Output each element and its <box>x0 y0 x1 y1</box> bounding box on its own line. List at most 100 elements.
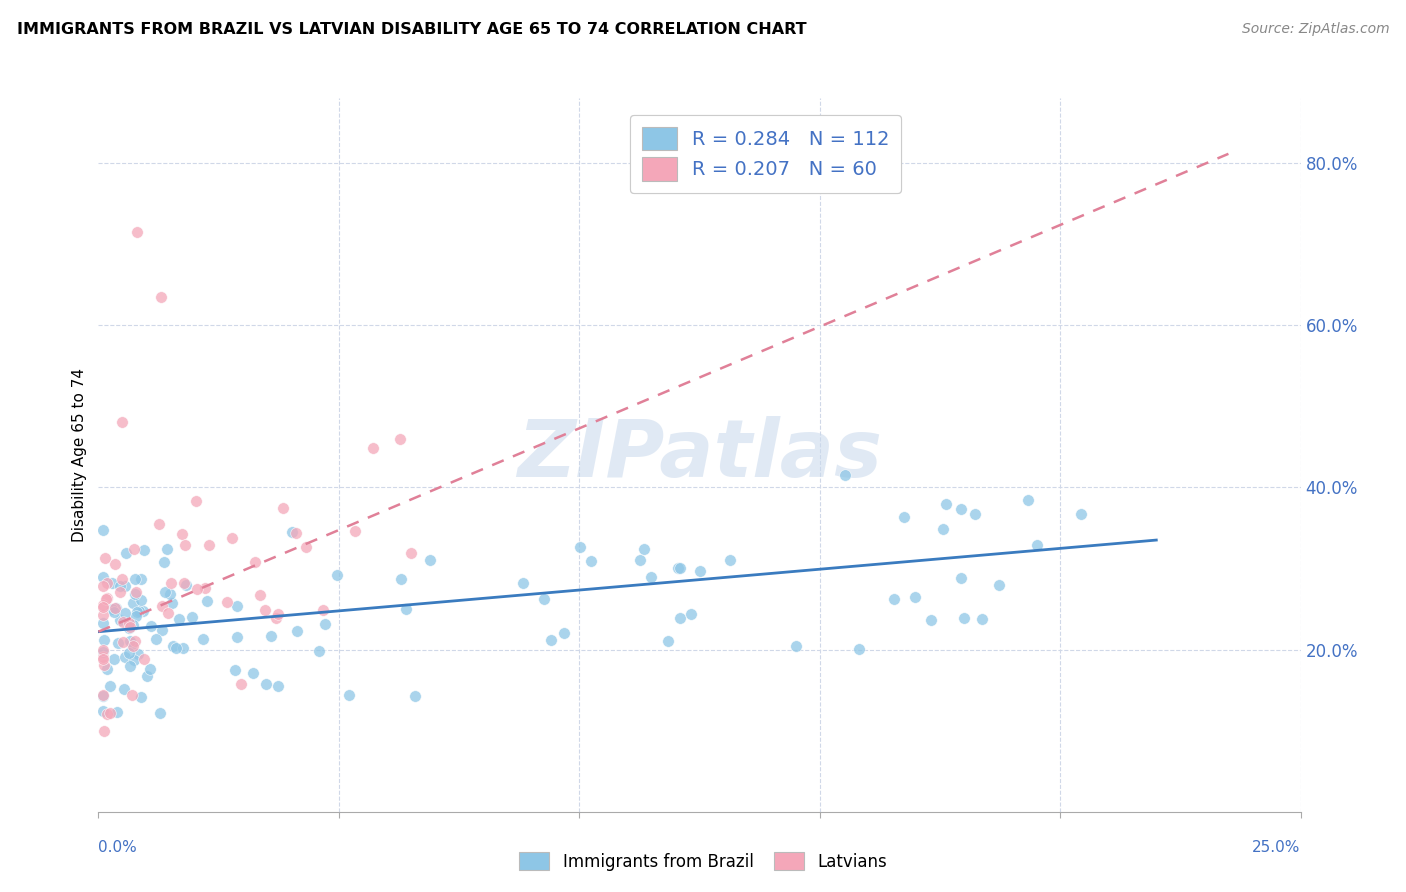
Point <box>540 633 562 648</box>
Point <box>129 690 152 704</box>
Point <box>122 541 145 556</box>
Point <box>193 632 215 646</box>
Point <box>174 538 197 552</box>
Point <box>132 652 155 666</box>
Point <box>122 653 145 667</box>
Point <box>101 576 124 591</box>
Point <box>118 616 141 631</box>
Point <box>98 679 121 693</box>
Legend: R = 0.284   N = 112, R = 0.207   N = 60: R = 0.284 N = 112, R = 0.207 N = 60 <box>630 115 901 193</box>
Point <box>150 599 173 613</box>
Text: 25.0%: 25.0% <box>1253 840 1301 855</box>
Point <box>834 467 856 482</box>
Text: 0.0%: 0.0% <box>98 840 138 855</box>
Point <box>96 706 118 721</box>
Point <box>932 522 955 536</box>
Point <box>267 607 290 621</box>
Text: Source: ZipAtlas.com: Source: ZipAtlas.com <box>1241 22 1389 37</box>
Point <box>718 553 741 567</box>
Point <box>254 677 277 691</box>
Point <box>91 570 114 584</box>
Point <box>122 597 145 611</box>
Point <box>399 546 422 560</box>
Point <box>159 587 181 601</box>
Legend: Immigrants from Brazil, Latvians: Immigrants from Brazil, Latvians <box>510 844 896 880</box>
Point <box>681 607 703 621</box>
Point <box>657 634 679 648</box>
Point <box>533 592 555 607</box>
Point <box>156 607 179 621</box>
Point <box>103 605 125 619</box>
Point <box>326 567 349 582</box>
Point <box>689 564 711 578</box>
Point <box>215 595 238 609</box>
Point <box>186 494 208 508</box>
Point <box>160 596 183 610</box>
Point <box>581 554 603 568</box>
Point <box>167 612 190 626</box>
Point <box>950 501 973 516</box>
Point <box>132 604 155 618</box>
Point <box>91 579 114 593</box>
Point <box>628 553 651 567</box>
Point <box>389 432 412 446</box>
Point <box>312 602 335 616</box>
Point <box>98 706 121 720</box>
Point <box>91 643 114 657</box>
Point <box>108 584 131 599</box>
Point <box>111 635 134 649</box>
Point <box>91 599 114 613</box>
Point <box>145 632 167 647</box>
Point <box>953 611 976 625</box>
Point <box>148 517 170 532</box>
Point <box>128 604 150 618</box>
Point <box>91 599 114 614</box>
Point <box>904 591 927 605</box>
Point <box>949 571 972 585</box>
Point <box>121 639 143 653</box>
Point <box>633 542 655 557</box>
Point <box>308 644 330 658</box>
Point <box>134 542 156 557</box>
Point <box>125 608 148 623</box>
Point <box>640 570 662 584</box>
Point <box>669 561 692 575</box>
Point <box>129 592 152 607</box>
Point <box>153 555 176 569</box>
Point <box>93 632 115 647</box>
Point <box>91 688 114 702</box>
Point <box>253 603 276 617</box>
Point <box>120 634 142 648</box>
Point <box>271 501 294 516</box>
Point <box>108 614 131 628</box>
Point <box>149 290 172 304</box>
Point <box>221 531 243 545</box>
Point <box>935 497 957 511</box>
Point <box>337 688 360 702</box>
Point <box>96 591 118 605</box>
Point <box>100 601 122 615</box>
Point <box>104 557 127 571</box>
Point <box>174 578 197 592</box>
Point <box>91 650 114 665</box>
Point <box>112 615 135 629</box>
Point <box>112 682 135 697</box>
Point <box>883 591 905 606</box>
Point <box>285 624 308 638</box>
Point <box>194 581 217 595</box>
Point <box>389 573 412 587</box>
Point <box>96 592 118 607</box>
Point <box>129 572 152 586</box>
Point <box>115 546 138 560</box>
Point <box>893 509 915 524</box>
Point <box>963 507 986 521</box>
Point <box>91 607 114 622</box>
Point <box>848 641 870 656</box>
Point <box>105 705 128 719</box>
Point <box>96 662 118 676</box>
Point <box>127 605 149 619</box>
Point <box>264 610 287 624</box>
Point <box>419 553 441 567</box>
Point <box>970 612 993 626</box>
Point <box>91 645 114 659</box>
